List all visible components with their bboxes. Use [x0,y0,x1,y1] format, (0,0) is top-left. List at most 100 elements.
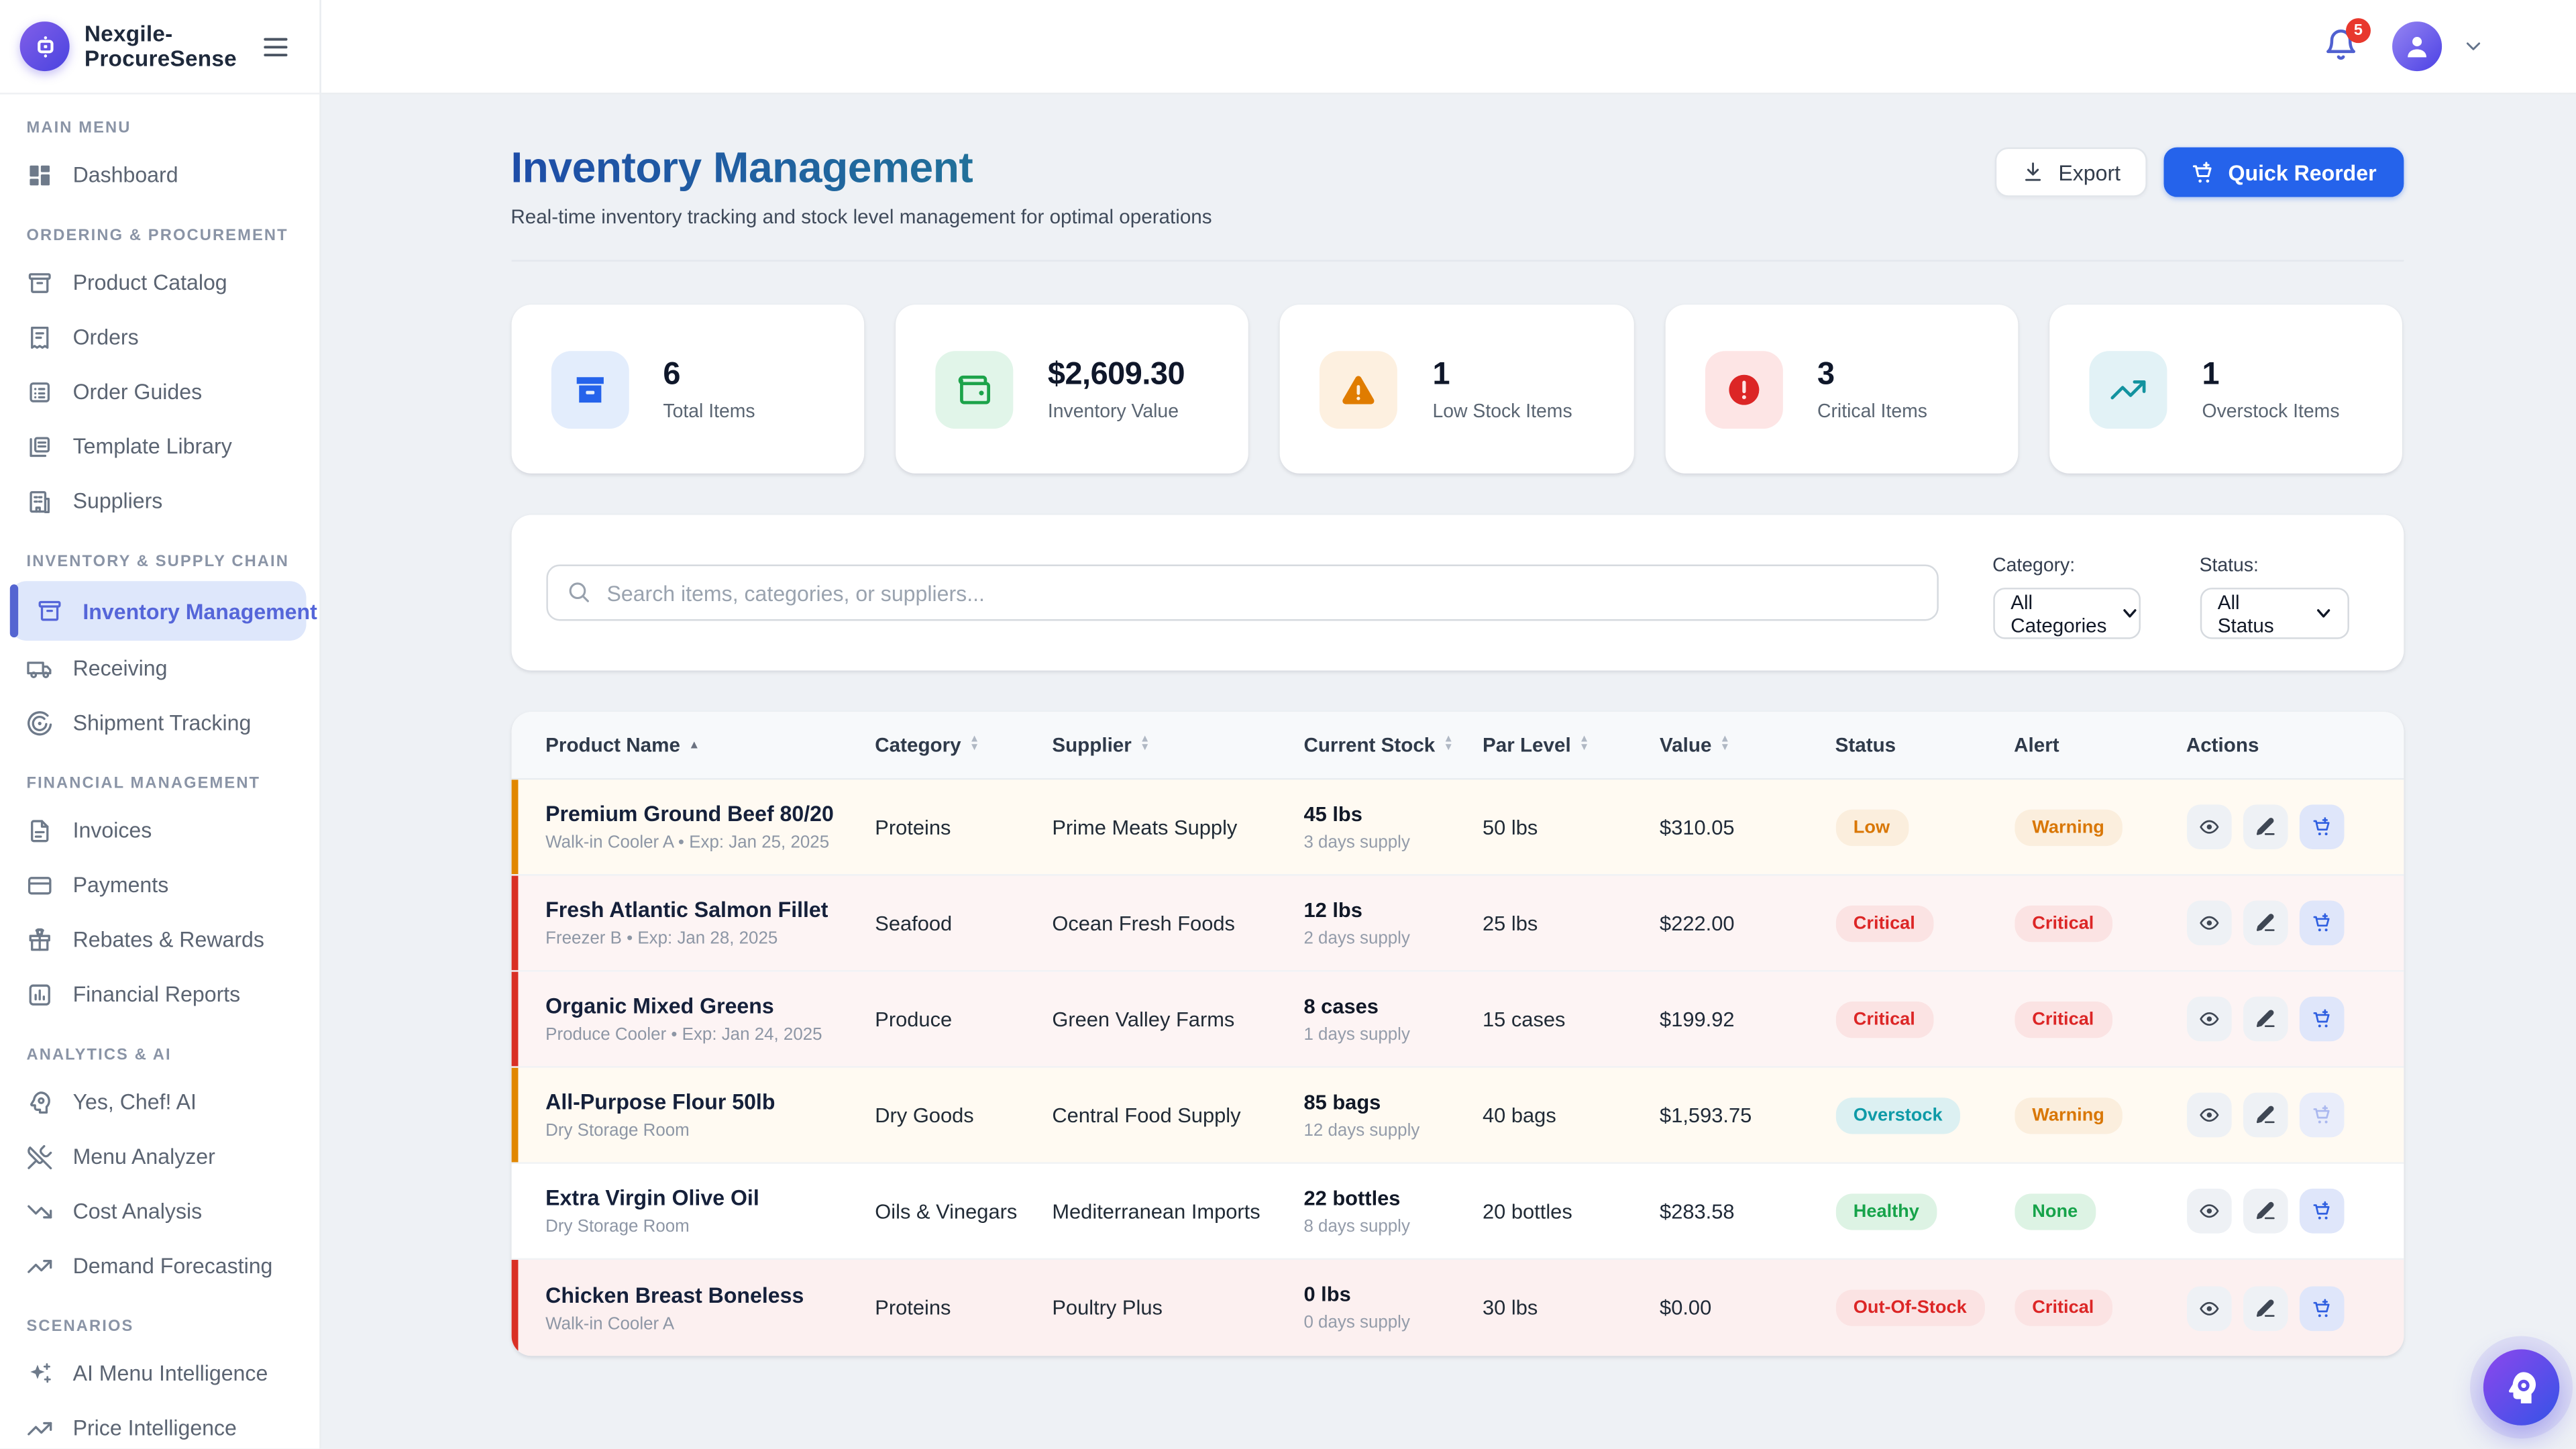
reorder-item-button[interactable] [2299,804,2344,849]
supplier-cell: Poultry Plus [1052,1296,1303,1320]
column-header-label: Status [1835,733,1896,757]
status-badge: Healthy [1835,1193,1937,1229]
alert-badge: None [2014,1193,2096,1229]
category-cell: Seafood [875,912,1052,935]
stat-card-critical-items: 3 Critical Items [1665,305,2019,474]
box-solid-badge [551,350,629,428]
edit-item-button[interactable] [2243,1285,2288,1330]
trending-down-icon [26,1198,52,1224]
sidebar-item-dashboard[interactable]: Dashboard [0,148,319,202]
sidebar-item-menu-analyzer[interactable]: Menu Analyzer [0,1129,319,1183]
alert-circle-badge [1705,350,1782,428]
sidebar-item-financial-reports[interactable]: Financial Reports [0,967,319,1021]
main-area: 5 Inventory Management Real-time invento… [321,0,2576,1449]
reorder-item-button[interactable] [2299,997,2344,1042]
days-supply: 12 days supply [1303,1120,1483,1140]
stat-value: 3 [1817,357,1927,393]
sidebar-item-inventory-management[interactable]: Inventory Management [10,581,307,641]
edit-item-button[interactable] [2243,1093,2288,1138]
product-meta: Freezer B • Exp: Jan 28, 2025 [545,928,875,949]
page-content: Inventory Management Real-time inventory… [321,95,2576,1449]
sidebar-header: Nexgile-ProcureSense [0,0,319,95]
chevron-down-icon[interactable] [2462,35,2485,58]
view-item-button[interactable] [2186,997,2231,1042]
quick-reorder-button[interactable]: Quick Reorder [2163,148,2403,197]
sidebar-toggle-button[interactable] [260,28,296,64]
column-header-category[interactable]: Category▲▼ [875,733,1052,757]
edit-item-button[interactable] [2243,901,2288,946]
edit-item-button[interactable] [2243,1189,2288,1234]
view-item-button[interactable] [2186,1093,2231,1138]
ai-assistant-fab[interactable] [2483,1350,2560,1426]
column-header-value[interactable]: Value▲▼ [1660,733,1835,757]
export-button[interactable]: Export [1996,148,2147,197]
sidebar-item-shipment-tracking[interactable]: Shipment Tracking [0,696,319,750]
column-header-supplier[interactable]: Supplier▲▼ [1052,733,1303,757]
sidebar-item-receiving[interactable]: Receiving [0,641,319,695]
view-item-button[interactable] [2186,1285,2231,1330]
par-level-cell: 50 lbs [1483,815,1660,839]
sidebar-item-rebates-rewards[interactable]: Rebates & Rewards [0,912,319,967]
utensils-icon [26,1143,52,1169]
column-header-par-level[interactable]: Par Level▲▼ [1483,733,1660,757]
stat-label: Inventory Value [1048,401,1185,421]
user-avatar[interactable] [2392,21,2442,71]
reorder-item-button[interactable] [2299,1285,2344,1330]
stat-value: $2,609.30 [1048,357,1185,393]
sidebar-item-template-library[interactable]: Template Library [0,419,319,473]
search-input[interactable] [545,565,1937,621]
supplier-cell: Green Valley Farms [1052,1008,1303,1031]
view-item-button[interactable] [2186,804,2231,849]
category-cell: Proteins [875,815,1052,839]
sidebar-item-suppliers[interactable]: Suppliers [0,474,319,528]
supplier-cell: Prime Meats Supply [1052,815,1303,839]
nav-section-label: ORDERING & PROCUREMENT [26,227,292,245]
stat-label: Critical Items [1817,401,1927,421]
sort-icon: ▲▼ [1140,737,1150,753]
sidebar-item-order-guides[interactable]: Order Guides [0,364,319,419]
edit-item-button[interactable] [2243,997,2288,1042]
sidebar-item-label: Orders [73,325,139,350]
category-select[interactable]: All Categories [1992,588,2140,639]
sidebar-item-price-intelligence[interactable]: Price Intelligence [0,1401,319,1449]
sidebar-item-yes-chef-ai[interactable]: Yes, Chef! AI [0,1075,319,1129]
table-header-row: Product Name▲Category▲▼Supplier▲▼Current… [511,712,2403,780]
category-cell: Produce [875,1008,1052,1031]
inventory-table: Product Name▲Category▲▼Supplier▲▼Current… [511,712,2403,1356]
view-item-button[interactable] [2186,1189,2231,1234]
page-header: Inventory Management Real-time inventory… [511,95,2403,262]
product-name: All-Purpose Flour 50lb [545,1089,875,1114]
supplier-cell: Central Food Supply [1052,1104,1303,1127]
column-header-current-stock[interactable]: Current Stock▲▼ [1303,733,1483,757]
sidebar-item-label: Rebates & Rewards [73,927,264,952]
sidebar-item-payments[interactable]: Payments [0,857,319,912]
sidebar-item-orders[interactable]: Orders [0,309,319,364]
column-header-product-name[interactable]: Product Name▲ [545,733,875,757]
category-cell: Dry Goods [875,1104,1052,1127]
sidebar-item-ai-menu-intelligence[interactable]: AI Menu Intelligence [0,1346,319,1400]
product-name: Chicken Breast Boneless [545,1282,875,1307]
trending-up-badge [2090,350,2167,428]
sidebar-item-label: Shipment Tracking [73,710,252,735]
edit-item-button[interactable] [2243,804,2288,849]
sidebar-nav: MAIN MENUDashboardORDERING & PROCUREMENT… [0,119,319,1449]
sparkles-icon [26,1360,52,1386]
sidebar-item-demand-forecasting[interactable]: Demand Forecasting [0,1238,319,1293]
reorder-item-button[interactable] [2299,901,2344,946]
sidebar-item-invoices[interactable]: Invoices [0,803,319,857]
value-cell: $283.58 [1660,1199,1835,1223]
product-name: Extra Virgin Olive Oil [545,1185,875,1210]
status-select[interactable]: All Status [2200,588,2349,639]
cart-plus-icon [2190,160,2215,184]
credit-card-icon [26,871,52,898]
current-stock-value: 22 bottles [1303,1186,1483,1210]
sidebar-item-cost-analysis[interactable]: Cost Analysis [0,1184,319,1238]
column-header-status: Status [1835,733,2015,757]
cart-plus-icon [2310,1008,2332,1030]
sidebar-item-product-catalog[interactable]: Product Catalog [0,255,319,309]
view-item-button[interactable] [2186,901,2231,946]
notifications-button[interactable]: 5 [2319,25,2362,68]
reorder-item-button[interactable] [2299,1189,2344,1234]
supplier-cell: Mediterranean Imports [1052,1199,1303,1223]
sort-icon: ▲▼ [1444,737,1454,753]
